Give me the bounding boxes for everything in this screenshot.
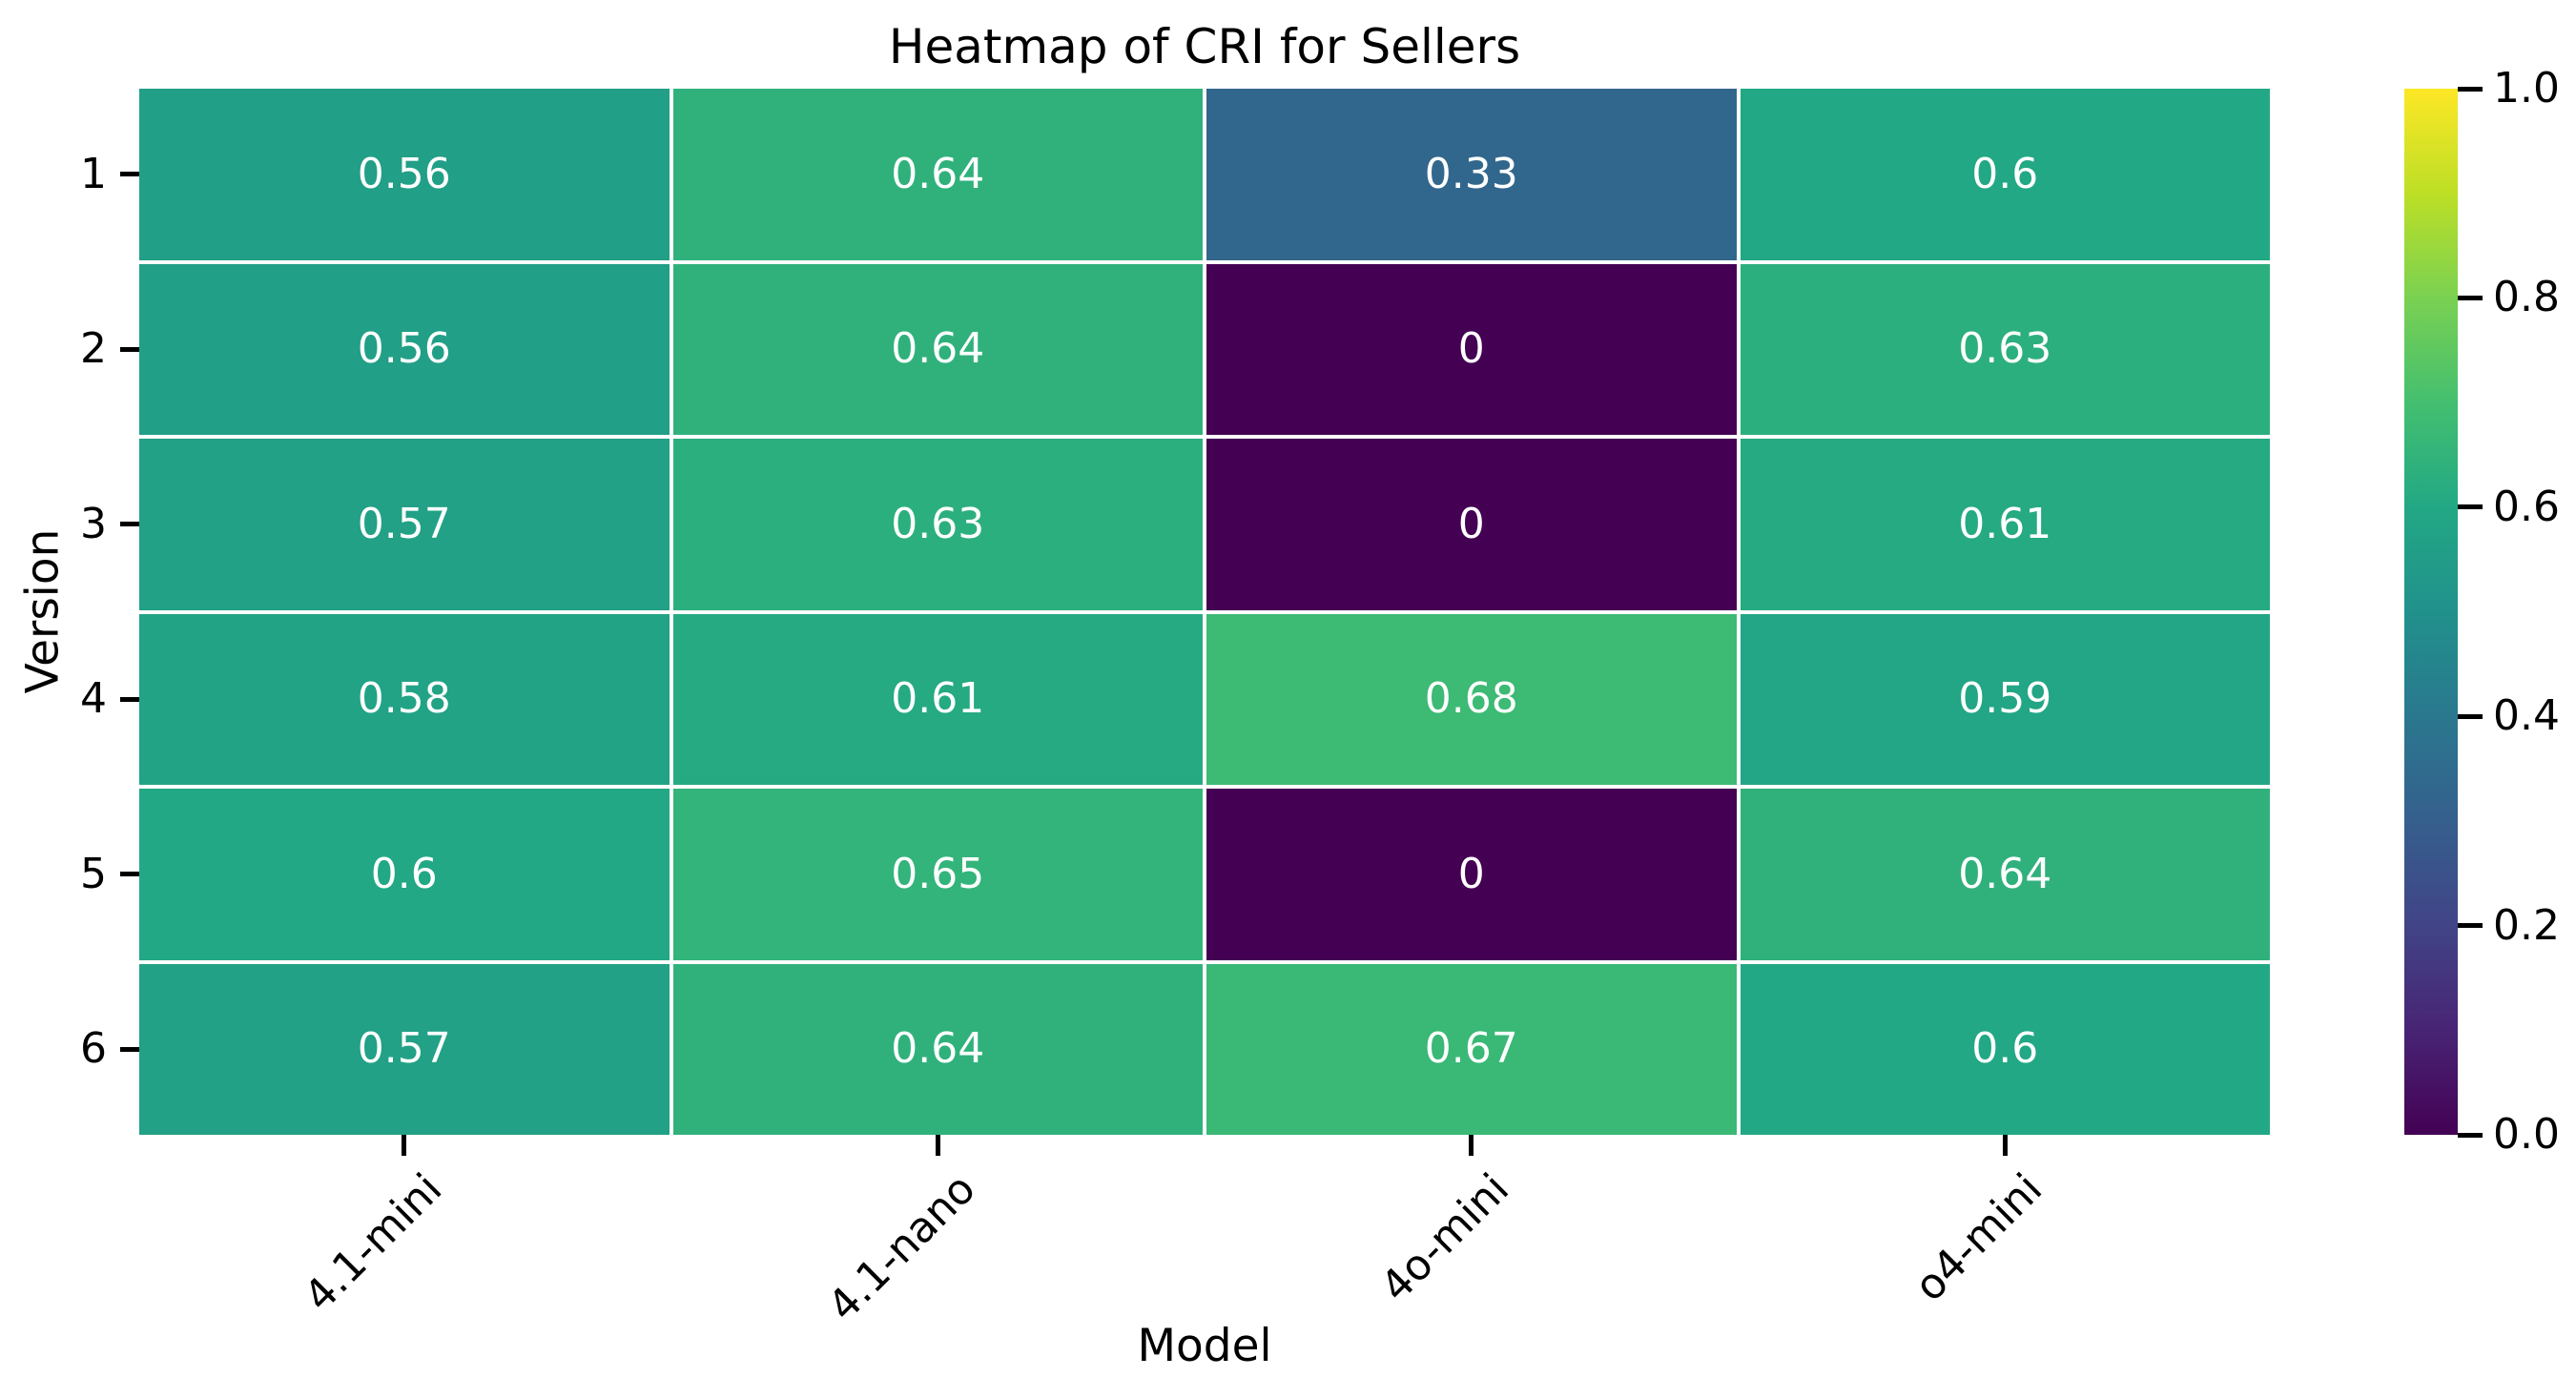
y-tick-label: 2 bbox=[80, 324, 107, 374]
cell-value: 0.6 bbox=[1971, 149, 2039, 198]
heatmap-cell: 0.64 bbox=[1740, 789, 2270, 960]
heatmap-cell: 0.68 bbox=[1206, 613, 1737, 785]
heatmap-cell: 0.57 bbox=[139, 439, 670, 610]
heatmap-cell: 0.6 bbox=[1740, 89, 2270, 260]
colorbar-tick-mark bbox=[2458, 1132, 2483, 1138]
cell-value: 0.64 bbox=[891, 324, 985, 374]
y-tick-label: 4 bbox=[80, 674, 107, 724]
heatmap-cell: 0.61 bbox=[672, 613, 1203, 785]
x-tick-mark bbox=[935, 1135, 940, 1156]
cell-value: 0.61 bbox=[891, 674, 985, 724]
heatmap-grid: 0.56 0.64 0.33 0.6 0.56 0.64 0 0.63 0.57 0.63 0 0.6… bbox=[139, 89, 2270, 1135]
cell-value: 0.58 bbox=[357, 674, 451, 724]
y-axis-label: Version bbox=[16, 528, 70, 694]
cell-value: 0.64 bbox=[1958, 849, 2052, 898]
colorbar-tick-label: 0.2 bbox=[2493, 900, 2560, 950]
colorbar-tick-label: 0.6 bbox=[2493, 482, 2560, 531]
colorbar-tick-mark bbox=[2458, 923, 2483, 929]
colorbar-tick-mark bbox=[2458, 713, 2483, 719]
heatmap-cell: 0.65 bbox=[672, 789, 1203, 960]
colorbar-tick-label: 0.0 bbox=[2493, 1110, 2560, 1159]
colorbar-tick-mark bbox=[2458, 504, 2483, 510]
x-tick-mark bbox=[2002, 1135, 2008, 1156]
x-tick-label: 4o-mini bbox=[1370, 1164, 1518, 1312]
cell-value: 0.57 bbox=[357, 499, 451, 548]
colorbar-gradient bbox=[2404, 89, 2458, 1135]
y-tick-mark bbox=[120, 522, 139, 527]
heatmap-cell: 0.57 bbox=[139, 963, 670, 1135]
heatmap-cell: 0.6 bbox=[139, 789, 670, 960]
cell-value: 0.57 bbox=[357, 1024, 451, 1074]
y-tick-label: 6 bbox=[80, 1024, 107, 1074]
cell-value: 0.59 bbox=[1958, 674, 2052, 724]
y-tick-mark bbox=[120, 172, 139, 177]
heatmap-cell: 0.6 bbox=[1740, 963, 2270, 1135]
cell-value: 0.64 bbox=[891, 1024, 985, 1074]
y-tick-mark bbox=[120, 872, 139, 877]
heatmap-cell: 0.64 bbox=[672, 963, 1203, 1135]
colorbar-tick-label: 0.4 bbox=[2493, 691, 2560, 741]
y-tick-mark bbox=[120, 1046, 139, 1052]
heatmap-cell: 0.58 bbox=[139, 613, 670, 785]
cell-value: 0.68 bbox=[1424, 674, 1518, 724]
colorbar-tick-label: 0.8 bbox=[2493, 273, 2560, 322]
cell-value: 0.56 bbox=[357, 149, 451, 198]
cell-value: 0 bbox=[1457, 849, 1485, 898]
heatmap-cell: 0 bbox=[1206, 439, 1737, 610]
cell-value: 0.65 bbox=[891, 849, 985, 898]
cell-value: 0.61 bbox=[1958, 499, 2052, 548]
x-tick-label: o4-mini bbox=[1906, 1164, 2052, 1311]
x-tick-mark bbox=[402, 1135, 407, 1156]
heatmap-cell: 0.64 bbox=[672, 263, 1203, 435]
cell-value: 0 bbox=[1457, 499, 1485, 548]
cell-value: 0.6 bbox=[370, 849, 438, 898]
heatmap-cell: 0 bbox=[1206, 263, 1737, 435]
heatmap-cell: 0 bbox=[1206, 789, 1737, 960]
heatmap-cell: 0.33 bbox=[1206, 89, 1737, 260]
heatmap-cell: 0.56 bbox=[139, 263, 670, 435]
y-tick-label: 3 bbox=[80, 499, 107, 548]
x-tick-label: 4.1-mini bbox=[294, 1164, 451, 1322]
heatmap-cell: 0.61 bbox=[1740, 439, 2270, 610]
heatmap-cell: 0.56 bbox=[139, 89, 670, 260]
heatmap-cell: 0.63 bbox=[1740, 263, 2270, 435]
cell-value: 0.56 bbox=[357, 324, 451, 374]
y-tick-mark bbox=[120, 696, 139, 702]
cell-value: 0.67 bbox=[1424, 1024, 1518, 1074]
colorbar-tick-label: 1.0 bbox=[2493, 64, 2560, 113]
y-tick-label: 5 bbox=[80, 849, 107, 898]
heatmap-cell: 0.64 bbox=[672, 89, 1203, 260]
x-tick-mark bbox=[1469, 1135, 1474, 1156]
cell-value: 0.63 bbox=[1958, 324, 2052, 374]
heatmap-cell: 0.63 bbox=[672, 439, 1203, 610]
cell-value: 0.33 bbox=[1424, 149, 1518, 198]
y-tick-label: 1 bbox=[80, 149, 107, 198]
colorbar-tick-mark bbox=[2458, 295, 2483, 300]
cell-value: 0 bbox=[1457, 324, 1485, 374]
colorbar-tick-mark bbox=[2458, 86, 2483, 92]
y-tick-mark bbox=[120, 346, 139, 352]
x-axis-label: Model bbox=[1137, 1320, 1272, 1372]
cell-value: 0.63 bbox=[891, 499, 985, 548]
cell-value: 0.64 bbox=[891, 149, 985, 198]
heatmap-cell: 0.59 bbox=[1740, 613, 2270, 785]
chart-title: Heatmap of CRI for Sellers bbox=[888, 19, 1521, 74]
cell-value: 0.6 bbox=[1971, 1024, 2039, 1074]
x-tick-label: 4.1-nano bbox=[818, 1164, 985, 1331]
heatmap-cell: 0.67 bbox=[1206, 963, 1737, 1135]
